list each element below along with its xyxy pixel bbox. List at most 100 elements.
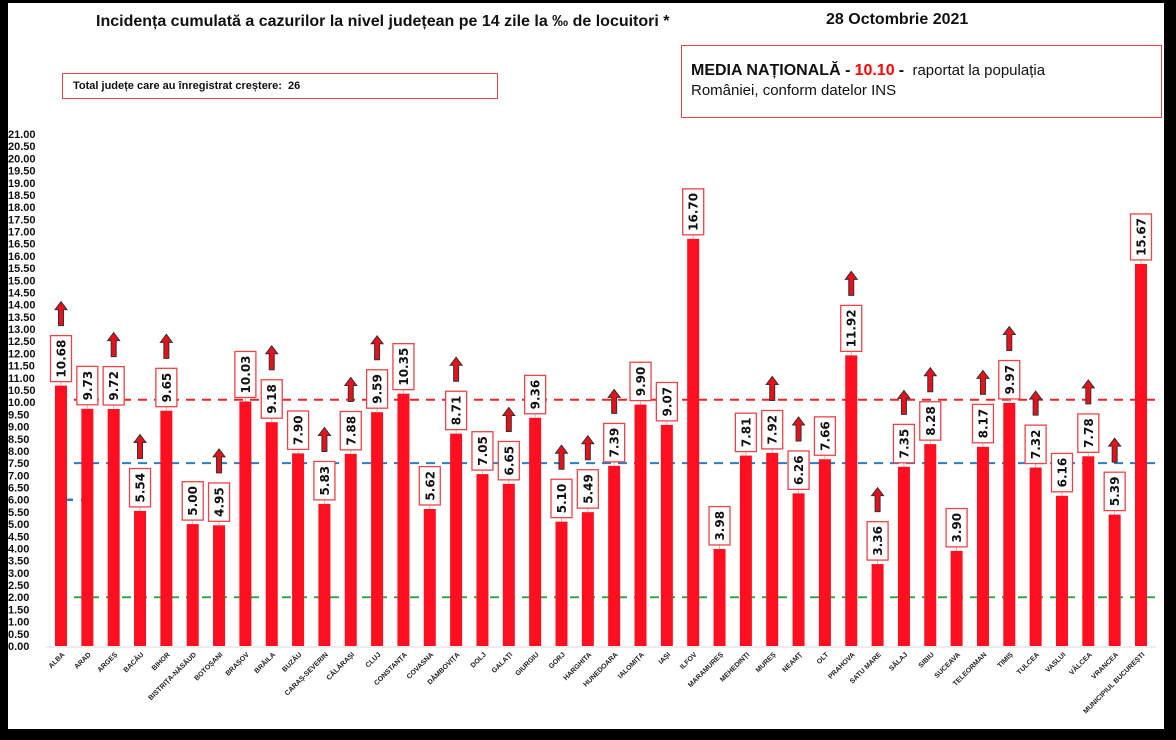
y-tick-label: 0.50 (8, 629, 29, 641)
national-average-separator: - (898, 62, 905, 79)
bar (924, 444, 937, 646)
y-tick-label: 0.00 (8, 641, 29, 653)
bar (186, 524, 199, 646)
data-label-box (76, 365, 99, 406)
data-label: 15.67 (1129, 213, 1153, 264)
data-label-text: 7.92 (766, 415, 780, 445)
data-label-box (155, 367, 178, 408)
data-label-text: 9.73 (81, 371, 95, 401)
data-label: 9.97 (998, 359, 1021, 403)
y-tick-label: 1.50 (8, 604, 29, 616)
data-label-text: 10.68 (55, 340, 69, 378)
data-label: 7.32 (1024, 424, 1047, 468)
y-tick-label: 9.50 (8, 409, 29, 421)
data-label-box (998, 359, 1021, 400)
bar (871, 564, 884, 646)
x-tick-label: BRĂILA (252, 650, 277, 675)
y-tick-label: 13.50 (8, 312, 36, 324)
data-label-box (761, 409, 784, 450)
data-label: 6.65 (497, 440, 520, 484)
data-label: 7.66 (813, 416, 837, 460)
data-label-box (892, 423, 916, 464)
data-label-text: 5.62 (423, 471, 437, 501)
data-label-text: 9.18 (265, 384, 279, 414)
bar (766, 452, 779, 646)
x-tick-label: BUZĂU (280, 650, 304, 674)
data-label: 7.05 (471, 431, 494, 475)
national-average-text-1: raportat la populația (912, 62, 1046, 79)
growth-count-box: Total județe care au înregistrat creșter… (62, 73, 498, 99)
data-label-text: 7.39 (608, 428, 622, 458)
increase-arrow-icon (896, 389, 911, 415)
y-tick-label: 13.00 (8, 324, 36, 336)
increase-arrow-icon (554, 444, 569, 470)
increase-arrow-icon (923, 366, 938, 393)
y-tick-label: 4.50 (8, 531, 29, 543)
y-tick-label: 16.00 (8, 251, 36, 263)
data-label-box (866, 521, 889, 561)
frame-border-top (0, 0, 1176, 3)
data-label-box (629, 361, 652, 402)
data-label: 10.35 (392, 343, 415, 394)
data-label: 9.36 (523, 374, 547, 418)
data-label-box (919, 401, 942, 441)
y-tick-label: 11.50 (8, 361, 35, 373)
report-date: 28 Octombrie 2021 (826, 11, 969, 28)
bar (81, 408, 94, 646)
increase-arrows (54, 270, 1122, 513)
y-tick-label: 19.50 (8, 166, 36, 178)
data-label-box (418, 465, 441, 506)
data-label-text: 9.65 (160, 373, 174, 403)
frame-border-right (1164, 0, 1176, 740)
data-label-text: 9.59 (371, 374, 385, 404)
data-label-box (128, 467, 152, 508)
bar (845, 355, 858, 646)
y-tick-label: 8.50 (8, 434, 29, 446)
x-tick-label: ARAD (73, 651, 92, 670)
x-axis: ALBA ARAD ARGEȘ BACĂU BIHORBISTRIȚA-NĂSĂUDBO… (48, 650, 1147, 715)
increase-arrow-icon (975, 369, 990, 395)
data-label-box (1129, 213, 1153, 261)
data-label-text: 3.36 (871, 526, 885, 556)
data-label-box (392, 343, 415, 391)
y-tick-label: 21.00 (8, 129, 36, 141)
x-tick-label: NEAMȚ (781, 651, 804, 674)
data-label-box (550, 478, 573, 519)
y-tick-label: 7.00 (8, 470, 29, 482)
data-label-text: 11.92 (845, 309, 859, 347)
data-label: 5.54 (128, 467, 152, 511)
data-label: 9.18 (260, 379, 283, 423)
data-label-box (313, 460, 336, 501)
data-label: 7.39 (603, 422, 626, 466)
bar (502, 483, 515, 646)
data-label: 10.03 (234, 350, 257, 402)
y-tick-label: 5.00 (8, 519, 29, 531)
data-label-text: 9.72 (107, 371, 121, 401)
data-label: 5.49 (576, 469, 599, 513)
data-label-text: 9.90 (634, 367, 648, 397)
data-label-box (365, 369, 389, 409)
x-tick-label: BISTRIȚA-NĂSĂUD (146, 650, 198, 702)
bar (1029, 467, 1042, 646)
chart-title: Incidența cumulată a cazurilor la nivel … (96, 13, 670, 30)
y-tick-label: 9.00 (8, 422, 29, 434)
data-label-text: 5.54 (134, 473, 148, 503)
bar (950, 550, 963, 646)
data-label-text: 5.49 (581, 474, 595, 504)
x-tick-label: SUCEAVA (934, 651, 962, 679)
increase-arrow-icon (791, 416, 806, 442)
data-label-box (234, 350, 257, 399)
data-label-text: 8.28 (924, 406, 938, 436)
x-tick-label: ALBA (48, 651, 67, 670)
data-label: 5.62 (418, 465, 441, 509)
data-label: 11.92 (840, 304, 863, 356)
data-label-text: 6.26 (792, 455, 806, 485)
bars (55, 238, 1147, 647)
data-label-box (49, 334, 73, 383)
x-tick-label: TULCEA (1016, 651, 1041, 676)
frame-border-left (0, 0, 8, 740)
data-label-text: 7.66 (818, 421, 832, 451)
y-tick-label: 17.50 (8, 214, 36, 226)
bar (660, 424, 673, 646)
